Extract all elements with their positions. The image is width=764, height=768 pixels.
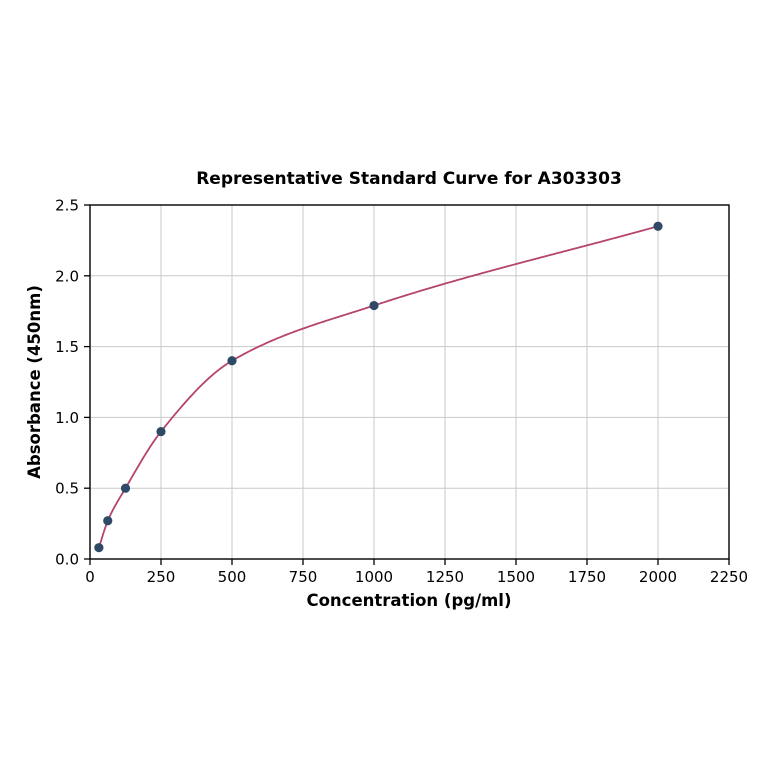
- y-tick-label: 0.0: [55, 551, 79, 569]
- y-tick-label: 1.0: [55, 409, 79, 427]
- y-axis-label: Absorbance (450nm): [25, 285, 44, 479]
- data-point: [94, 543, 104, 553]
- x-tick-label: 1500: [497, 568, 535, 586]
- data-point: [653, 221, 663, 231]
- x-tick-label: 1250: [426, 568, 464, 586]
- plot-content: 0 250 500 750 1000 1250 1500 1750 2000 2250 0.0 0.5…: [55, 197, 748, 587]
- chart-title: Representative Standard Curve for A30330…: [196, 169, 622, 189]
- x-tick-label: 250: [147, 568, 176, 586]
- data-point: [120, 483, 131, 493]
- x-tick-label: 2250: [710, 568, 748, 586]
- y-tick-label: 2.5: [55, 197, 79, 215]
- x-tick-label: 2000: [639, 568, 677, 586]
- x-tick-label: 500: [218, 568, 247, 586]
- x-tick-label: 1750: [568, 568, 606, 586]
- x-axis-label: Concentration (pg/ml): [306, 591, 511, 610]
- x-tick-label: 1000: [355, 568, 393, 586]
- data-point: [369, 300, 379, 311]
- x-tick-label: 750: [289, 568, 318, 586]
- plot-border: [89, 204, 730, 560]
- fit-curve: [98, 225, 659, 548]
- y-tick-label: 2.0: [55, 267, 79, 285]
- y-tick-label: 0.5: [55, 480, 79, 498]
- data-point: [227, 356, 237, 366]
- data-point: [156, 426, 166, 437]
- x-tick-label: 0: [85, 568, 95, 586]
- data-point: [103, 516, 113, 526]
- y-tick-label: 1.5: [55, 338, 79, 356]
